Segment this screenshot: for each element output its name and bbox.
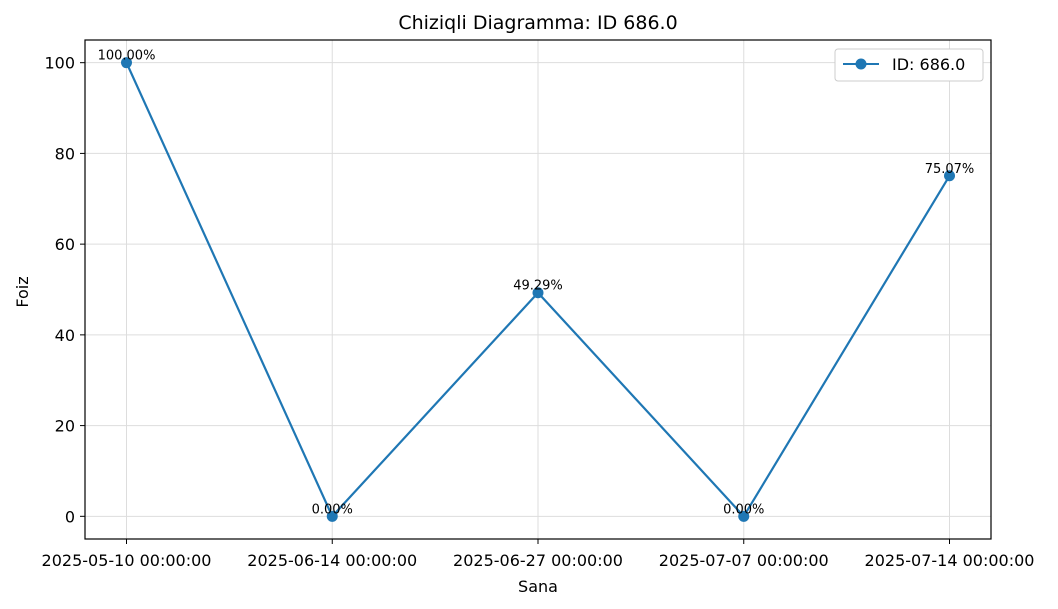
x-tick-label: 2025-07-07 00:00:00 <box>659 551 829 570</box>
x-tick-label: 2025-06-27 00:00:00 <box>453 551 623 570</box>
grid <box>85 40 991 539</box>
x-axis-ticks: 2025-05-10 00:00:00 2025-06-14 00:00:00 20… <box>42 539 1035 570</box>
data-point <box>121 57 132 69</box>
x-tick-label: 2025-06-14 00:00:00 <box>247 551 417 570</box>
y-tick-label: 60 <box>55 235 75 254</box>
data-point <box>738 510 750 522</box>
data-point <box>944 170 955 182</box>
x-tick-label: 2025-07-14 00:00:00 <box>865 551 1035 570</box>
data-label: 49.29% <box>513 279 563 294</box>
x-axis-label: Sana <box>518 577 558 596</box>
data-point <box>532 287 544 299</box>
legend-box <box>834 48 984 82</box>
data-label: 0.00% <box>312 502 353 517</box>
legend: ID: 686.0 <box>834 48 984 82</box>
y-tick-label: 40 <box>55 326 75 345</box>
y-tick-label: 20 <box>55 417 75 436</box>
legend-label: ID: 686.0 <box>892 55 965 74</box>
x-tick-label: 2025-05-10 00:00:00 <box>42 551 212 570</box>
data-point <box>326 510 338 522</box>
y-tick-label: 80 <box>55 144 75 163</box>
data-label: 0.00% <box>723 502 764 517</box>
y-tick-label: 0 <box>65 507 75 526</box>
data-label: 100.00% <box>98 49 156 64</box>
data-label: 75.07% <box>925 162 975 177</box>
y-tick-label: 100 <box>44 54 75 73</box>
data-labels: 100.00% 0.00% 49.29% 0.00% 75.07% <box>98 49 975 518</box>
series-markers <box>121 57 955 522</box>
legend-marker <box>855 58 867 70</box>
chart-title: Chiziqli Diagramma: ID 686.0 <box>398 12 677 34</box>
y-axis-ticks: 0 20 40 60 80 100 <box>44 54 85 526</box>
y-axis-label: Foiz <box>13 276 32 307</box>
